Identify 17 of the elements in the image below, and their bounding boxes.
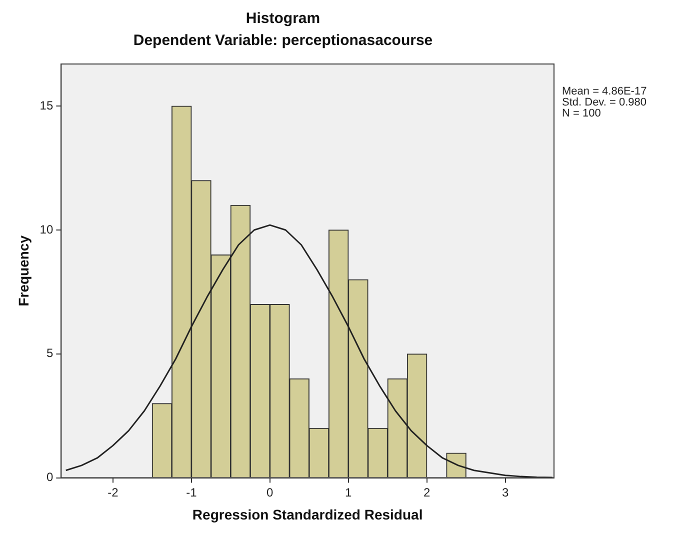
- text: N = 100: [562, 108, 601, 120]
- y-tick-label: 10: [40, 222, 54, 236]
- y-tick-label: 5: [46, 346, 54, 360]
- y-tick-label: 15: [40, 98, 54, 112]
- x-tick-label: 2: [424, 485, 431, 500]
- chart-title: Histogram: [246, 10, 320, 28]
- x-axis-title: Regression Standardized Residual: [192, 506, 423, 522]
- y-axis-title: Frequency: [15, 235, 32, 306]
- text: Mean = 4.86E-17: [562, 86, 647, 98]
- text: Std. Dev. = 0.980: [562, 96, 646, 109]
- x-tick-label: -1: [186, 485, 198, 500]
- chart-subtitle: Dependent Variable: perceptionasacourse: [133, 32, 433, 50]
- x-tick-label: 1: [345, 485, 352, 500]
- x-tick-label: 3: [502, 485, 509, 500]
- x-tick-label: -2: [108, 485, 119, 500]
- y-tick-label: 0: [46, 470, 54, 484]
- x-tick-label: 0: [266, 485, 274, 500]
